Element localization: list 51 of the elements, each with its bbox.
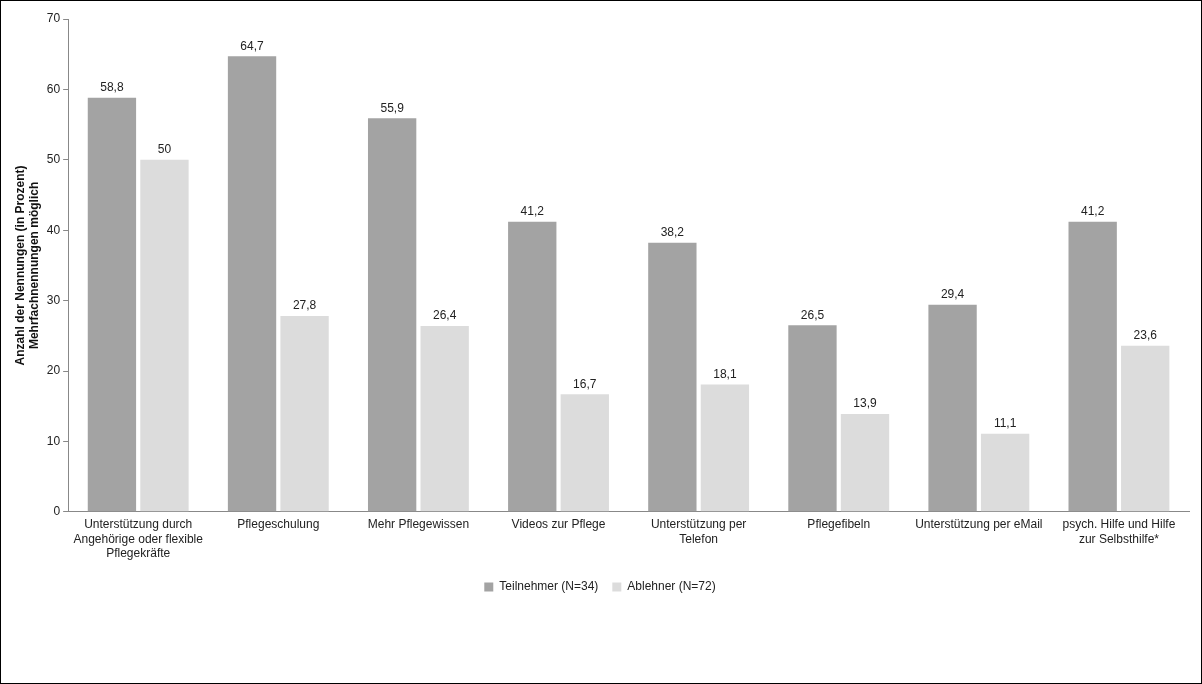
bar xyxy=(840,413,890,512)
bar xyxy=(140,159,189,512)
x-tick-label: Pflegeschulung xyxy=(237,517,320,532)
data-label: 29,4 xyxy=(940,287,965,302)
bar xyxy=(700,384,750,512)
bar xyxy=(928,304,977,512)
y-axis-title: Anzahl der Nennungen (in Prozent) Mehrfachnennungen möglich xyxy=(12,165,41,366)
data-label: 23,6 xyxy=(1133,327,1158,342)
y-tick-label: 10 xyxy=(46,433,61,448)
y-tick-label: 70 xyxy=(46,11,61,26)
y-tick-label: 20 xyxy=(46,363,61,378)
x-tick-label: Pflegefibeln xyxy=(807,517,871,532)
bar xyxy=(420,325,469,512)
y-tick-label: 40 xyxy=(46,222,61,237)
bar xyxy=(508,221,557,512)
legend-label: Ablehner (N=72) xyxy=(627,579,716,594)
y-tick-label: 30 xyxy=(46,292,61,307)
data-label: 38,2 xyxy=(660,225,685,240)
data-label: 64,7 xyxy=(240,38,265,53)
data-label: 26,5 xyxy=(800,307,825,322)
data-label: 18,1 xyxy=(713,366,737,381)
y-tick-label: 50 xyxy=(46,152,61,167)
bar xyxy=(560,394,609,512)
data-label: 26,4 xyxy=(433,308,457,323)
x-tick-label: Unterstützung durch Angehörige oder flexible Pflegekräfte xyxy=(73,517,204,561)
data-label: 41,2 xyxy=(1081,204,1105,219)
data-label: 13,9 xyxy=(853,396,878,411)
x-tick-label: psych. Hilfe und Hilfe zur Selbsthilfe* xyxy=(1062,517,1176,546)
data-label: 50 xyxy=(157,142,172,157)
legend-label: Teilnehmer (N=34) xyxy=(499,579,599,594)
bar xyxy=(648,242,697,512)
data-label: 58,8 xyxy=(100,80,124,95)
x-tick-label: Unterstützung per eMail xyxy=(915,517,1043,532)
x-tick-label: Videos zur Pflege xyxy=(511,517,606,532)
data-label: 27,8 xyxy=(292,298,317,313)
y-tick-label: 60 xyxy=(46,81,61,96)
bar xyxy=(788,325,837,512)
data-label: 55,9 xyxy=(380,100,405,115)
bar xyxy=(227,56,277,512)
bar xyxy=(980,433,1030,512)
x-tick-label: Mehr Pflegewissen xyxy=(367,517,470,532)
data-label: 41,2 xyxy=(520,204,545,219)
bar xyxy=(87,97,137,512)
bar xyxy=(1068,221,1117,512)
x-tick-label: Unterstützung per Telefon xyxy=(650,517,747,546)
bar xyxy=(367,118,417,512)
bar xyxy=(1121,345,1170,512)
y-tick-label: 0 xyxy=(53,504,61,519)
bar xyxy=(280,316,329,512)
data-label: 11,1 xyxy=(993,415,1017,430)
data-label: 16,7 xyxy=(573,376,597,391)
